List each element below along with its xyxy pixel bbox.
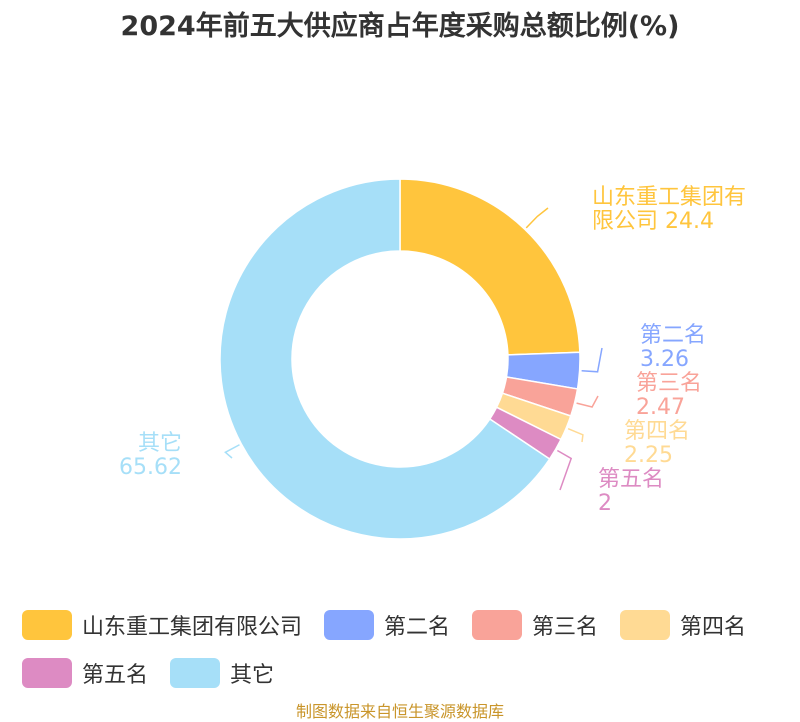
- legend-swatch: [22, 610, 72, 640]
- legend-item-5[interactable]: 第五名: [22, 656, 148, 690]
- legend-swatch: [620, 610, 671, 640]
- chart-legend: 山东重工集团有限公司 第二名 第三名 第四名第五名 其它: [22, 608, 792, 690]
- slice-6: [219, 178, 551, 540]
- leader-line-6: [224, 444, 240, 459]
- legend-label: 第四名: [680, 615, 747, 640]
- slice-label-2-line-2: 3.26: [640, 347, 689, 372]
- legend-label: 山东重工集团有限公司: [82, 615, 303, 640]
- slice-label-6-line-2: 65.62: [119, 455, 182, 480]
- slice-label-3-line-2: 2.47: [636, 395, 685, 420]
- leader-line-3: [576, 395, 599, 408]
- slice-label-6-line-1: 其它: [138, 431, 182, 456]
- leader-line-2: [581, 347, 603, 373]
- legend-swatch: [324, 610, 375, 640]
- leader-line-1: [525, 207, 549, 229]
- slice-label-1-line-2: 限公司 24.4: [592, 209, 714, 234]
- legend-swatch: [170, 658, 221, 688]
- legend-label: 其它: [230, 663, 275, 688]
- slice-label-1-line-1: 山东重工集团有: [592, 185, 746, 210]
- legend-item-2[interactable]: 第二名: [324, 608, 450, 642]
- legend-label: 第五名: [82, 663, 149, 688]
- slice-label-4-line-2: 2.25: [624, 443, 673, 468]
- chart-title: 2024年前五大供应商占年度采购总额比例(%): [120, 11, 680, 42]
- legend-swatch: [22, 658, 72, 688]
- leader-line-5: [556, 449, 573, 491]
- legend-label: 第二名: [384, 615, 451, 640]
- slice-label-4-line-1: 第四名: [624, 419, 690, 444]
- leader-line-4: [567, 428, 584, 443]
- legend-swatch: [472, 610, 523, 640]
- slice-label-5-line-1: 第五名: [598, 467, 664, 492]
- slice-1: [399, 178, 581, 356]
- legend-item-3[interactable]: 第三名: [472, 608, 598, 642]
- donut-chart: 山东重工集团有限公司 24.4 第二名3.26第三名2.47第四名2.25第五名2…: [119, 178, 746, 540]
- legend-item-4[interactable]: 第四名: [620, 608, 746, 642]
- legend-label: 第三名: [532, 615, 599, 640]
- slice-label-5-line-2: 2: [598, 491, 612, 516]
- slice-label-2-line-1: 第二名: [640, 323, 706, 348]
- legend-item-1[interactable]: 山东重工集团有限公司: [22, 608, 302, 642]
- slice-label-3-line-1: 第三名: [636, 371, 702, 396]
- data-source-note: 制图数据来自恒生聚源数据库: [295, 702, 504, 721]
- legend-item-6[interactable]: 其它: [170, 656, 274, 690]
